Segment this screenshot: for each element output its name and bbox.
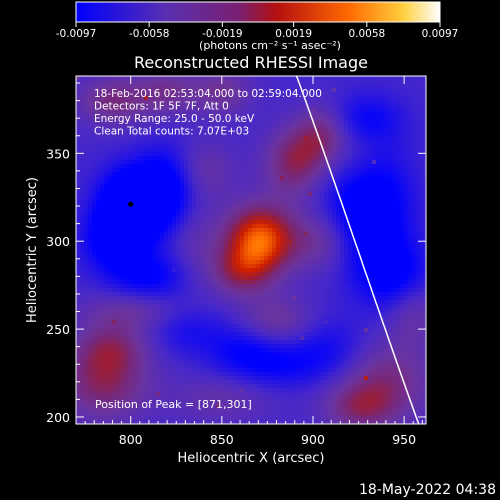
y-tick-label: 200 — [46, 410, 70, 425]
colorbar: -0.0097 -0.0058 -0.0019 0.0019 0.0058 0.0097 … — [56, 1, 459, 52]
y-axis-ticks: 200 250 300 350 — [46, 82, 426, 425]
colorbar-tick-label: 0.0097 — [422, 28, 459, 40]
footer-timestamp: 18-May-2022 04:38 — [358, 482, 496, 498]
annotation-line: Detectors: 1F 5F 7F, Att 0 — [94, 101, 229, 113]
heatmap-grid — [76, 76, 426, 424]
chart-title: Reconstructed RHESSI Image — [134, 53, 368, 72]
colorbar-tick-label: 0.0019 — [275, 28, 312, 40]
annotation-line: Clean Total counts: 7.07E+03 — [94, 126, 249, 138]
annotation-line: 18-Feb-2016 02:53:04.000 to 02:59:04.000 — [94, 88, 322, 100]
colorbar-unit-label: (photons cm⁻² s⁻¹ asec⁻²) — [199, 39, 341, 52]
y-tick-label: 350 — [46, 146, 70, 161]
y-tick-label: 250 — [46, 322, 70, 337]
observation-annotations: 18-Feb-2016 02:53:04.000 to 02:59:04.000… — [94, 88, 322, 138]
colorbar-ticks: -0.0097 -0.0058 -0.0019 0.0019 0.0058 0.0097 — [56, 22, 459, 40]
colorbar-tick-label: 0.0058 — [348, 28, 385, 40]
y-tick-label: 300 — [46, 234, 70, 249]
x-axis-ticks: 800 850 900 950 — [84, 76, 423, 447]
colorbar-tick-label: -0.0058 — [129, 28, 170, 40]
colorbar-gradient — [75, 1, 441, 23]
plot-frame — [75, 75, 427, 425]
x-tick-label: 850 — [210, 432, 234, 447]
y-axis-label: Heliocentric Y (arcsec) — [25, 177, 40, 323]
x-tick-label: 950 — [392, 432, 416, 447]
solar-limb-curve — [295, 76, 420, 424]
peak-marker — [128, 201, 134, 207]
x-tick-label: 800 — [119, 432, 143, 447]
colorbar-tick-label: -0.0019 — [202, 28, 243, 40]
colorbar-tick-label: -0.0097 — [56, 28, 97, 40]
peak-position-label: Position of Peak = [871,301] — [95, 398, 252, 411]
x-axis-label: Heliocentric X (arcsec) — [178, 451, 325, 466]
min-marker — [128, 201, 134, 207]
annotation-line: Energy Range: 25.0 - 50.0 keV — [94, 113, 255, 125]
x-tick-label: 900 — [301, 432, 325, 447]
